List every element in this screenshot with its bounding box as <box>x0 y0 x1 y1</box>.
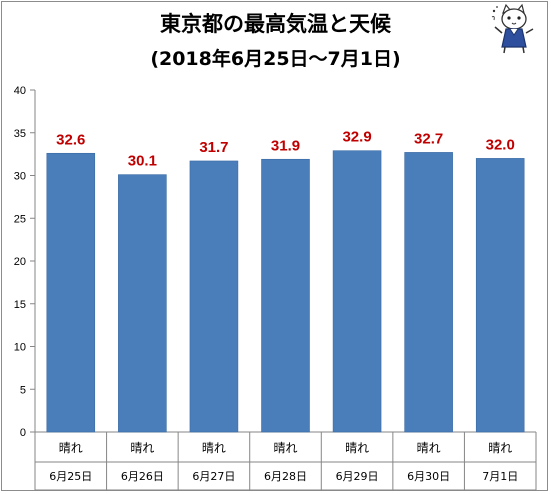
chart-subtitle: (2018年6月25日～7月1日) <box>150 48 401 70</box>
bar <box>332 150 382 433</box>
y-tick-label: 25 <box>14 213 26 225</box>
value-label: 31.9 <box>271 137 300 154</box>
x-tick-label: 6月30日 <box>407 470 450 483</box>
y-tick-label: 20 <box>14 256 26 268</box>
bar <box>118 174 167 433</box>
y-tick-label: 10 <box>14 342 26 354</box>
y-tick-label: 30 <box>14 171 26 183</box>
bar <box>404 152 453 433</box>
value-label: 30.1 <box>128 153 157 170</box>
bar <box>46 152 96 433</box>
y-tick-label: 0 <box>20 427 26 439</box>
y-tick-label: 5 <box>20 384 26 396</box>
value-label: 32.7 <box>414 130 443 147</box>
x-tick-label: 6月27日 <box>192 470 235 483</box>
weather-label: 晴れ <box>59 441 83 455</box>
bar <box>189 160 239 433</box>
weather-label: 晴れ <box>488 441 512 455</box>
value-label: 31.7 <box>199 139 228 156</box>
x-tick-label: 6月25日 <box>49 470 92 483</box>
x-tick-label: 6月26日 <box>121 470 164 483</box>
weather-label: 晴れ <box>202 441 226 455</box>
weather-label: 晴れ <box>417 441 441 455</box>
chart-title: 東京都の最高気温と天候 <box>160 12 391 36</box>
value-label: 32.9 <box>342 129 371 146</box>
value-label: 32.6 <box>56 131 85 148</box>
bar <box>475 158 525 433</box>
value-label: 32.0 <box>486 136 515 153</box>
y-tick-label: 15 <box>14 299 26 311</box>
y-tick-label: 40 <box>14 85 26 97</box>
weather-label: 晴れ <box>273 441 297 455</box>
x-tick-label: 6月28日 <box>264 470 307 483</box>
weather-label: 晴れ <box>345 441 369 455</box>
weather-label: 晴れ <box>130 441 154 455</box>
y-tick-label: 35 <box>14 128 26 140</box>
bar <box>261 158 310 433</box>
x-tick-label: 6月29日 <box>336 470 379 483</box>
x-tick-label: 7月1日 <box>482 470 518 483</box>
cat-mascot-icon <box>491 3 534 54</box>
